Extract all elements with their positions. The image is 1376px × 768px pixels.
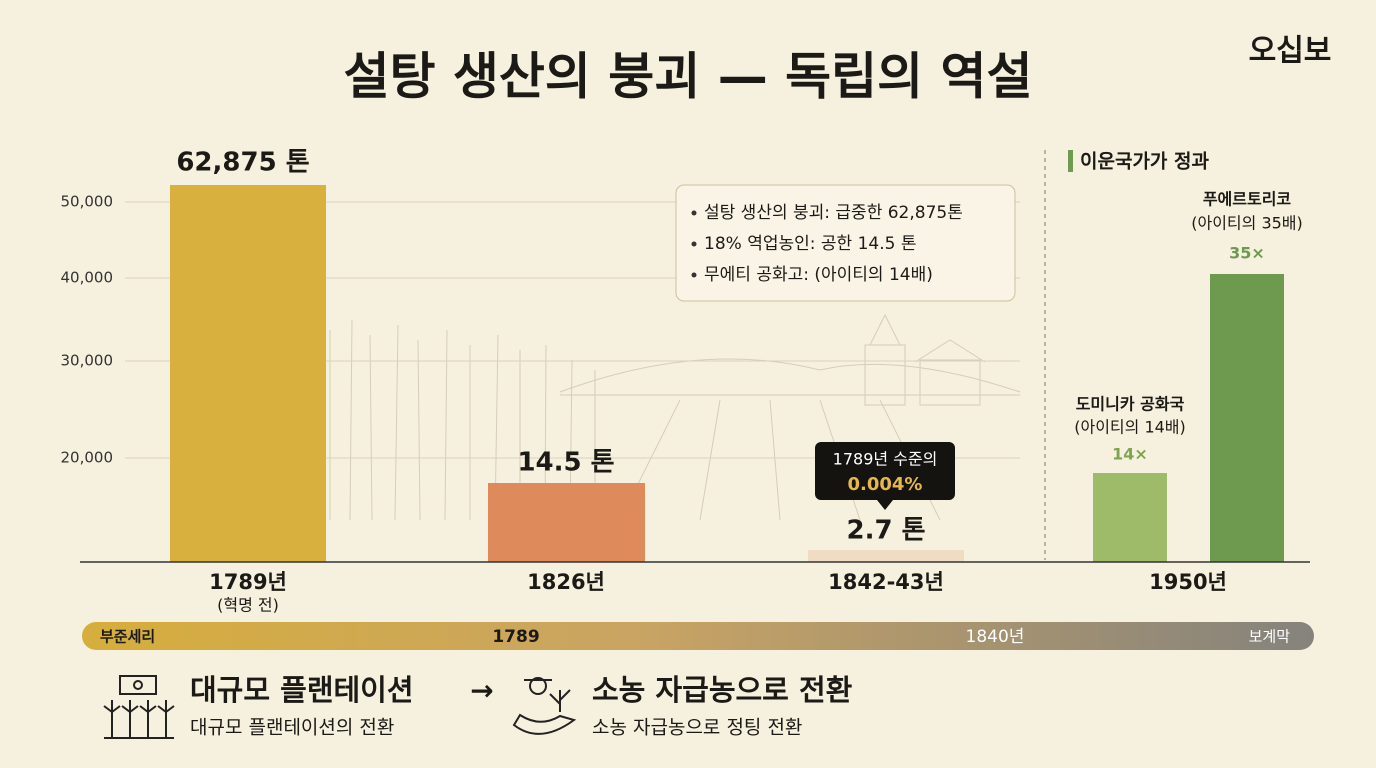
summary-box [675,184,1016,302]
x-label: 1789년 [209,570,287,594]
timeline-label: 부준세리 [100,628,155,646]
country-name: 도미니카 공화국 [1076,395,1185,414]
field-illustration [329,313,1021,521]
bar [1093,473,1167,562]
callout-text: 1789년 수준의 [833,450,938,469]
y-tick-label: 40,000 [61,269,114,287]
x-label: 1842-43년 [828,570,944,594]
x-label: 1950년 [1149,570,1227,594]
callout-tooltip: 1789년 수준의 0.004% [815,442,955,510]
from-subtitle: 대규모 플랜테이션의 전환 [190,717,394,739]
arrow: → [470,674,493,707]
bullet [691,241,697,247]
bar-label: 14.5 톤 [517,448,614,478]
from-title: 대규모 플랜테이션 [190,673,414,707]
bullet [691,210,697,216]
multiplier: 35× [1229,244,1265,263]
bar-label: 62,875 톤 [176,148,309,178]
bar-label: 2.7 톤 [846,516,925,546]
bullet [691,272,697,278]
country-name: 푸에르토리코 [1203,190,1292,209]
bar [170,185,326,562]
bar [808,550,964,562]
country-note: (아이티의 35배) [1191,214,1303,233]
timeline-label: 1789 [492,627,539,647]
y-tick-label: 20,000 [61,449,114,467]
farmer-icon [512,677,577,735]
summary-item: 무에티 공화고: (아이티의 14배) [704,265,933,285]
section-heading: 이운국가가 정과 [1080,151,1209,173]
y-tick-label: 50,000 [61,193,114,211]
multiplier: 14× [1112,445,1148,464]
plantation-icon [103,675,175,739]
timeline-bar [82,622,1314,650]
x-label: 1826년 [527,570,605,594]
to-title: 소농 자급농으로 전환 [592,673,853,707]
timeline-label: 1840년 [966,627,1025,647]
bar [488,483,645,562]
bar [1210,274,1284,562]
title: 설탕 생산의 붕괴 — 독립의 역설 [343,48,1032,106]
brand: 오십보 [1249,34,1332,69]
country-note: (아이티의 14배) [1074,418,1186,437]
to-subtitle: 소농 자급농으로 정팅 전환 [592,717,802,739]
y-tick-label: 30,000 [61,352,114,370]
callout-value: 0.004% [848,474,923,495]
timeline-label: 보계막 [1249,628,1291,646]
x-note: (혁명 전) [217,596,279,615]
heading-marker [1068,150,1073,172]
summary-item: 18% 역업농인: 공한 14.5 톤 [704,234,916,254]
summary-item: 설탕 생산의 붕괴: 급중한 62,875톤 [704,203,963,223]
